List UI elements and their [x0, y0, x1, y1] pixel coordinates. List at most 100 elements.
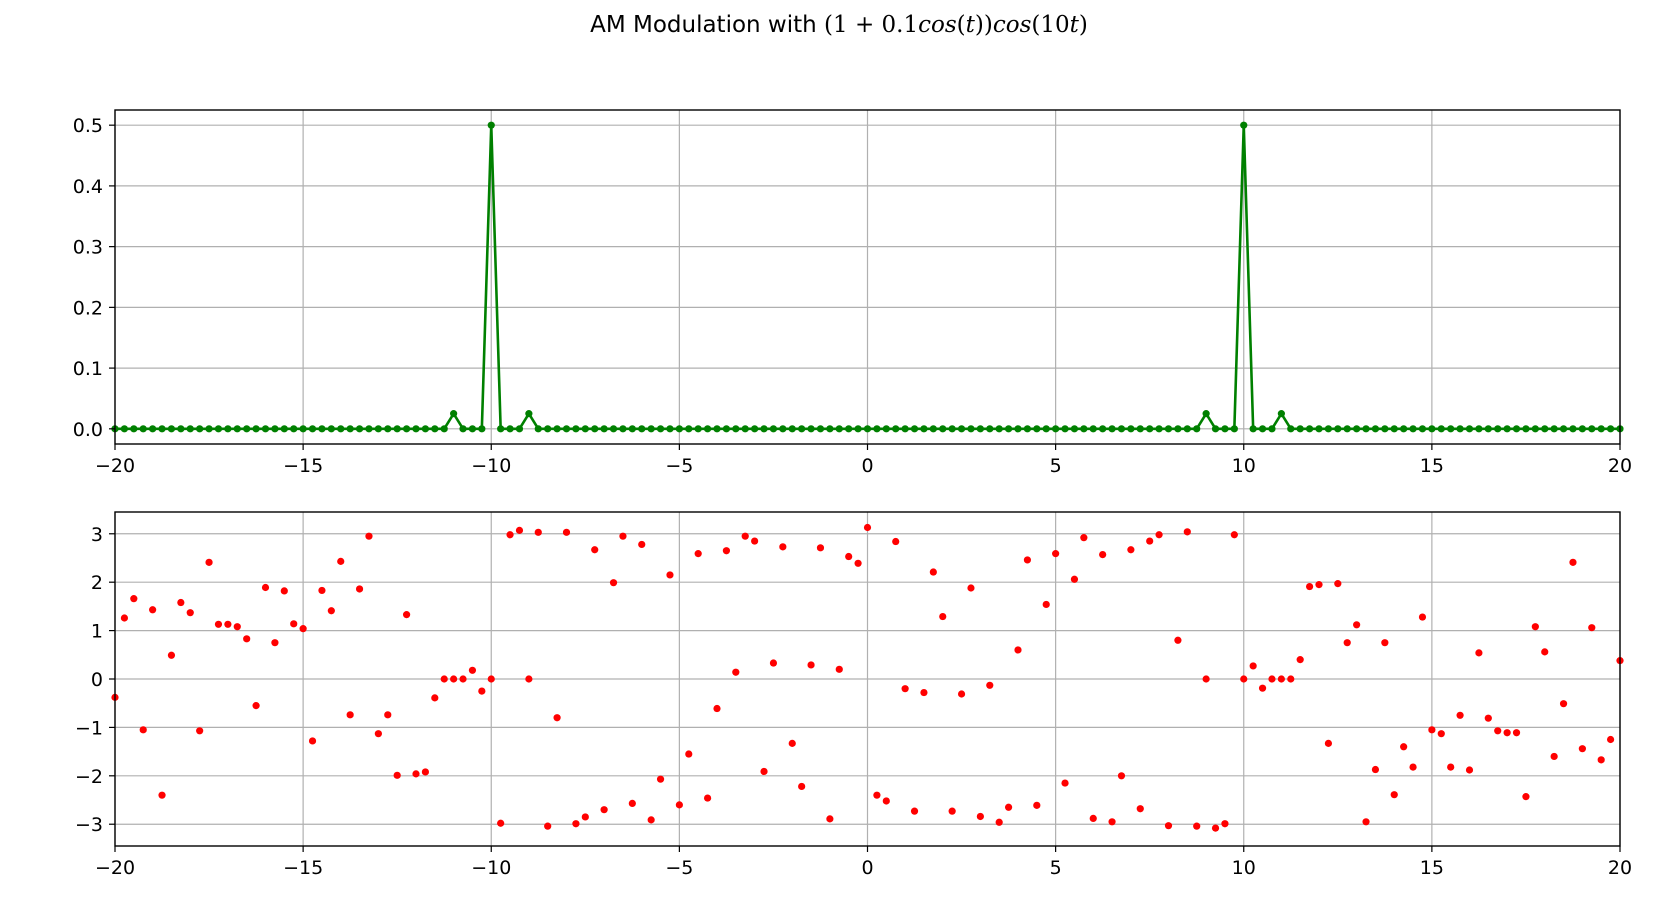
phase-point [769, 659, 778, 667]
phase-point [863, 523, 872, 532]
chart-title-math: (1 + 0.1cos(t))cos(10t) [824, 12, 1088, 38]
magnitude-point [1268, 425, 1276, 433]
magnitude-point [1343, 425, 1351, 433]
magnitude-point [1052, 425, 1060, 433]
magnitude-point [271, 425, 279, 433]
magnitude-point [233, 425, 241, 433]
magnitude-point [1362, 425, 1370, 433]
magnitude-point [280, 425, 288, 433]
magnitude-point [694, 425, 702, 433]
magnitude-point [976, 425, 984, 433]
magnitude-point [638, 425, 646, 433]
y-tick-label: −1 [75, 717, 103, 739]
magnitude-point [788, 425, 796, 433]
magnitude-point [1456, 425, 1464, 433]
magnitude-point [365, 425, 373, 433]
phase-point [1437, 730, 1445, 738]
phase-point [1155, 531, 1163, 539]
phase-point [591, 546, 599, 554]
magnitude-point [1588, 425, 1596, 433]
phase-point [440, 675, 448, 683]
phase-point [788, 739, 796, 747]
phase-point [1023, 556, 1032, 564]
phase-point [929, 568, 937, 576]
phase-point [327, 607, 335, 615]
phase-point [638, 540, 646, 549]
magnitude-point [920, 425, 928, 433]
y-tick-label: 0.3 [73, 237, 103, 259]
magnitude-point [1230, 425, 1238, 433]
magnitude-point [308, 425, 317, 433]
magnitude-point [1221, 425, 1229, 433]
phase-point [1004, 803, 1013, 811]
magnitude-point [675, 425, 683, 433]
magnitude-point [957, 425, 966, 433]
magnitude-point [666, 425, 674, 433]
phase-point [694, 550, 702, 558]
magnitude-point [591, 425, 599, 433]
phase-point [224, 620, 232, 628]
x-tick-label: 5 [1050, 455, 1062, 477]
magnitude-point [835, 425, 843, 433]
magnitude-point [1258, 425, 1267, 433]
magnitude-point [986, 425, 994, 433]
magnitude-point [1353, 425, 1361, 433]
magnitude-point [459, 425, 467, 433]
phase-point [798, 782, 806, 791]
magnitude-point [412, 425, 420, 433]
phase-point [619, 532, 627, 540]
magnitude-point [1418, 425, 1427, 433]
magnitude-point [1136, 425, 1144, 433]
phase-point [1475, 649, 1483, 657]
phase-point [290, 620, 298, 628]
magnitude-point [1465, 425, 1474, 433]
magnitude-point [1531, 425, 1539, 433]
y-tick-label: 0.0 [73, 419, 103, 441]
magnitude-point [656, 425, 665, 433]
x-tick-label: −20 [95, 857, 135, 879]
magnitude-point [910, 425, 919, 433]
phase-point [1447, 763, 1455, 771]
magnitude-point [1174, 425, 1182, 433]
y-tick-label: 2 [91, 572, 103, 594]
y-tick-label: 0.4 [73, 176, 103, 198]
magnitude-point [374, 425, 382, 433]
phase-point [807, 661, 815, 669]
magnitude-point [967, 425, 975, 433]
magnitude-point [1080, 425, 1088, 433]
phase-point [515, 526, 524, 534]
magnitude-point [1437, 425, 1445, 433]
phase-point [177, 598, 185, 607]
phase-point [656, 775, 665, 783]
magnitude-point [1042, 425, 1050, 433]
phase-point [1456, 711, 1464, 719]
y-tick-label: 0.1 [73, 358, 103, 380]
phase-point [130, 595, 138, 603]
phase-point [1409, 763, 1417, 771]
magnitude-point [572, 425, 580, 433]
phase-point [1362, 818, 1370, 826]
magnitude-point [1371, 425, 1380, 433]
magnitude-point [120, 425, 129, 433]
phase-point [976, 812, 984, 821]
phase-point [1588, 624, 1596, 632]
phase-point [675, 801, 683, 809]
chart-title: AM Modulation with (1 + 0.1cos(t))cos(10… [0, 12, 1678, 38]
phase-point [205, 558, 213, 566]
phase-point [120, 614, 129, 622]
magnitude-point [948, 425, 956, 433]
phase-point [544, 822, 552, 830]
magnitude-point [515, 425, 524, 433]
magnitude-point [205, 425, 213, 433]
phase-point [892, 537, 900, 546]
magnitude-point [1099, 425, 1107, 433]
phase-point [1014, 646, 1022, 654]
phase-point [1136, 805, 1144, 813]
phase-point [1277, 675, 1285, 683]
phase-point [1390, 791, 1398, 799]
phase-point [882, 797, 890, 805]
magnitude-point [1569, 425, 1577, 433]
magnitude-point [1211, 425, 1220, 433]
phase-point [967, 584, 975, 592]
